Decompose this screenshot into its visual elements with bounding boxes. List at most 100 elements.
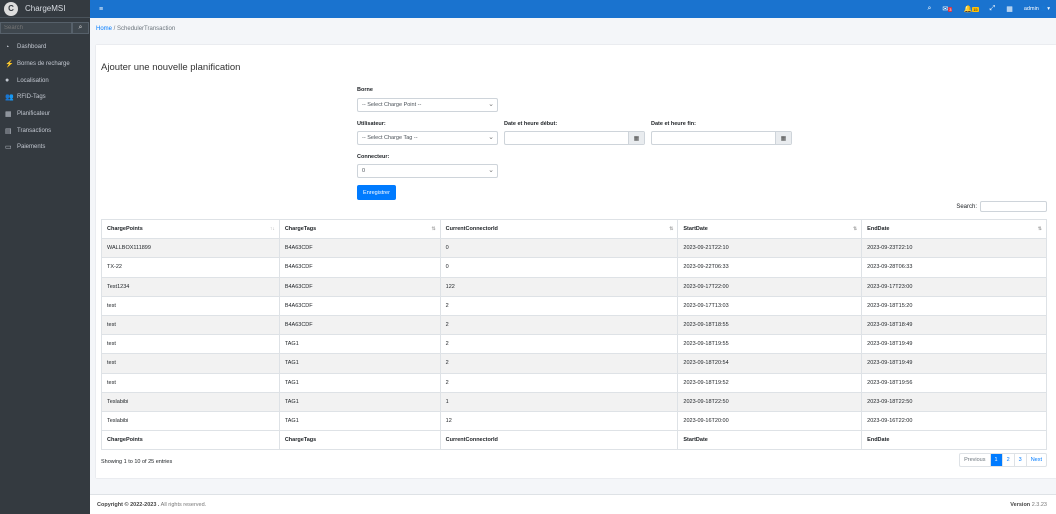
column-header[interactable]: StartDate ⇅ [677,218,863,240]
rights: All rights reserved. [159,501,207,508]
page-3[interactable]: 3 [1013,454,1026,466]
page-2[interactable]: 2 [1001,454,1014,466]
pagination: Previous 1 2 3 Next [959,453,1047,467]
table-cell: B4A63CDF [278,276,441,297]
column-footer: ChargePoints [101,430,280,451]
table-cell: 2023-09-21T22:10 [677,238,863,259]
table-cell: test [101,353,280,374]
column-header-label: ChargePoints [107,226,143,233]
calendar-icon: ▦ [5,111,12,119]
table-cell: 2 [439,295,679,316]
table-cell: 2023-09-18T22:50 [677,391,863,412]
sidebar-item-transactions[interactable]: ▤ Transactions [0,122,90,139]
table-cell: 2023-09-18T19:55 [677,334,863,355]
column-footer-label: StartDate [683,437,708,444]
connector-label: Connecteur: [357,154,390,160]
sidebar-item-label: Localisation [17,77,49,84]
table-info: Showing 1 to 10 of 25 entries [101,459,173,465]
page-title: Ajouter une nouvelle planification [101,62,241,73]
start-date-input[interactable]: ▦ [504,131,645,145]
column-header[interactable]: CurrentConnectorId ⇅ [439,218,679,240]
apps-grid-icon[interactable]: ▦ [1006,6,1013,13]
page-1[interactable]: 1 [989,454,1002,466]
messages-badge: 3 [948,7,953,12]
sort-icon: ⇅ [1037,226,1042,233]
table-row: test TAG1 2 2023-09-18T19:55 2023-09-18T19:4… [101,334,1047,355]
column-header-label: ChargeTags [284,226,317,233]
user-menu[interactable]: admin 👤▾ [1024,6,1050,12]
calendar-icon[interactable]: ▦ [775,132,791,144]
calendar-icon[interactable]: ▦ [628,132,644,144]
table-cell: test [101,372,280,393]
column-header-label: EndDate [867,226,890,233]
borne-label: Borne [357,87,373,93]
table-cell: test [101,314,280,336]
sidebar-item-label: RFID-Tags [17,94,46,101]
table-row: test TAG1 2 2023-09-18T19:52 2023-09-18T19:5… [101,372,1047,393]
file-icon: ▤ [5,127,12,135]
user-label: Utilisateur: [357,121,386,127]
table-cell: TAG1 [278,391,441,412]
sidebar-item-localisation[interactable]: ● Localisation [0,72,90,89]
menu-toggle-icon[interactable]: ≡ [99,5,104,13]
sidebar-search-input[interactable] [0,22,72,34]
footer: Copyright © 2022-2023 . All rights reser… [90,494,1056,514]
copyright: Copyright © 2022-2023 . [97,501,160,508]
column-footer-label: CurrentConnectorId [445,437,498,444]
table-cell: 0 [439,238,679,259]
table-cell: test [101,334,280,355]
table-row: WALLBOX111899 B4A63CDF 0 2023-09-21T22:10 20… [101,238,1047,259]
charge-tag-select[interactable]: -- Select Charge Tag -- [357,131,498,145]
page-next[interactable]: Next [1025,454,1046,466]
table-search-input[interactable] [980,201,1047,212]
column-footer: StartDate [677,430,863,451]
sidebar-item-bornes-de-recharge[interactable]: ⚡ Bornes de recharge [0,56,90,73]
table-cell: TAG1 [278,353,441,374]
table-cell: Teslabibi [101,410,280,432]
notifications-badge: 15 [972,7,979,12]
table-row: test TAG1 2 2023-09-18T20:54 2023-09-18T19:4… [101,353,1047,374]
sidebar-search-button[interactable]: ⌕ [72,22,89,34]
search-icon[interactable]: ⌕ [927,5,932,12]
messages-icon[interactable]: ✉3 [942,6,953,13]
sidebar-item-planificateur[interactable]: ▦ Planificateur [0,106,90,123]
sort-icon: ↑↓ [269,226,275,233]
table-cell: WALLBOX111899 [101,238,280,259]
table-cell: 2023-09-23T22:10 [861,238,1047,259]
end-date-label: Date et heure fin: [651,121,696,127]
column-footer: EndDate [861,430,1047,451]
topbar: ≡ ⌕ ✉3 🔔15 ⤢ ▦ admin 👤▾ [90,0,1056,18]
end-date-input[interactable]: ▦ [651,131,792,145]
charge-point-select[interactable]: -- Select Charge Point -- [357,98,498,112]
app-name: ChargeMSI [25,4,66,13]
table-cell: test [101,295,280,316]
save-button[interactable]: Enregistrer [357,185,396,200]
table-cell: 12 [439,410,679,432]
column-header[interactable]: ChargeTags ⇅ [278,218,441,240]
sort-icon: ⇅ [431,226,436,233]
table-cell: B4A63CDF [278,257,441,278]
table-cell: B4A63CDF [278,314,441,336]
connector-select[interactable]: 0 [357,164,498,178]
brand[interactable]: C ChargeMSI [0,0,90,18]
sidebar-item-paiements[interactable]: ▭ Paiements [0,139,90,156]
notifications-icon[interactable]: 🔔15 [963,6,979,13]
breadcrumb-home[interactable]: Home [96,26,113,32]
plug-icon: ⚡ [5,61,14,69]
sidebar-item-rfid-tags[interactable]: 👥 RFID-Tags [0,89,90,106]
table-cell: 2023-09-17T23:00 [861,276,1047,297]
table-cell: 2 [439,334,679,355]
column-header[interactable]: EndDate ⇅ [861,218,1047,240]
table-cell: 2023-09-16T20:00 [677,410,863,432]
breadcrumb: Home / SchedulerTransaction [96,26,176,32]
version-label: Version [1010,501,1031,508]
credit-card-icon: ▭ [5,144,12,152]
table-cell: TX-22 [101,257,280,278]
sidebar-item-dashboard[interactable]: ◔ Dashboard [0,39,90,56]
column-header[interactable]: ChargePoints ↑↓ [101,218,280,240]
table-cell: 2023-09-18T18:55 [677,314,863,336]
page-previous[interactable]: Previous [964,457,986,463]
fullscreen-icon[interactable]: ⤢ [989,5,996,12]
table-cell: 2 [439,372,679,393]
column-footer: ChargeTags [278,430,441,451]
